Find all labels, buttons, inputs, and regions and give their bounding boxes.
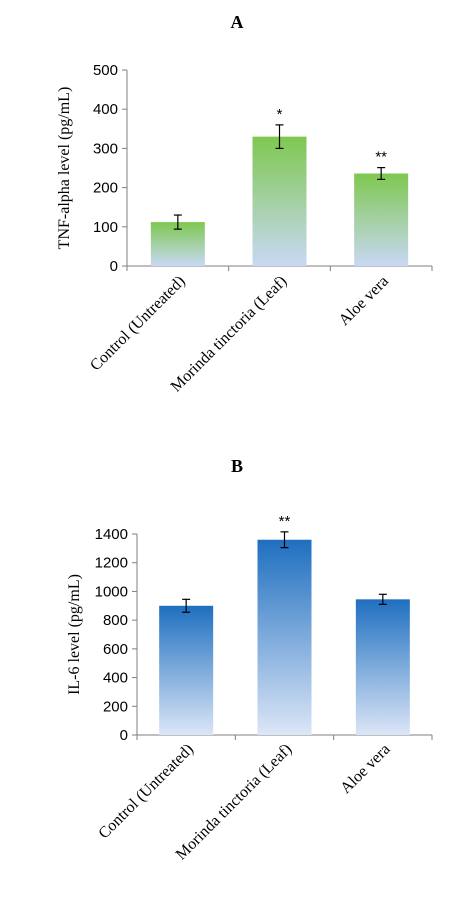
x-category-label: Aloe vera	[337, 741, 393, 797]
y-tick-label: 600	[103, 641, 128, 658]
y-tick-label: 0	[110, 258, 118, 275]
y-tick-label: 1000	[95, 583, 128, 600]
y-tick-label: 200	[93, 180, 118, 197]
y-tick-label: 1400	[95, 526, 128, 543]
x-category-label: Morinda tinctoria (Leaf)	[168, 273, 291, 396]
x-category-label: Aloe vera	[336, 273, 392, 329]
bar	[257, 539, 312, 735]
chart-title: B	[231, 456, 243, 476]
y-axis-label: IL-6 level (pg/mL)	[66, 574, 83, 695]
bar	[252, 136, 307, 266]
y-tick-label: 400	[93, 101, 118, 118]
chart-b: B IL-6 level (pg/mL) 0 200 400 600 800 1000 1200…	[0, 450, 474, 900]
y-tick-label: 100	[93, 219, 118, 236]
chart-title: A	[231, 12, 244, 32]
significance-label: *	[277, 106, 283, 123]
y-tick-label: 300	[93, 140, 118, 157]
x-category-label: Control (Untreated)	[87, 273, 189, 375]
y-tick-label: 500	[93, 62, 118, 79]
chart-a: A TNF-alpha level (pg/mL) 0 100 200 300 400 500…	[56, 12, 433, 396]
x-category-label: Morinda tinctoria (Leaf)	[173, 741, 296, 864]
y-axis-label: TNF-alpha level (pg/mL)	[56, 87, 73, 250]
significance-label: **	[279, 513, 291, 530]
y-tick-label: 0	[120, 727, 128, 744]
bar	[159, 605, 214, 735]
y-tick-label: 200	[103, 698, 128, 715]
x-category-label: Control (Untreated)	[95, 741, 197, 843]
y-tick-label: 400	[103, 670, 128, 687]
bar	[354, 173, 409, 266]
bar	[355, 599, 410, 735]
y-tick-label: 800	[103, 612, 128, 629]
chart-a-svg: A TNF-alpha level (pg/mL) 0 100 200 300 400 500…	[56, 12, 433, 396]
significance-label: **	[375, 149, 387, 166]
y-tick-label: 1200	[95, 555, 128, 572]
chart-b-svg: B IL-6 level (pg/mL) 0 200 400 600 800 1000 1200…	[66, 456, 433, 864]
